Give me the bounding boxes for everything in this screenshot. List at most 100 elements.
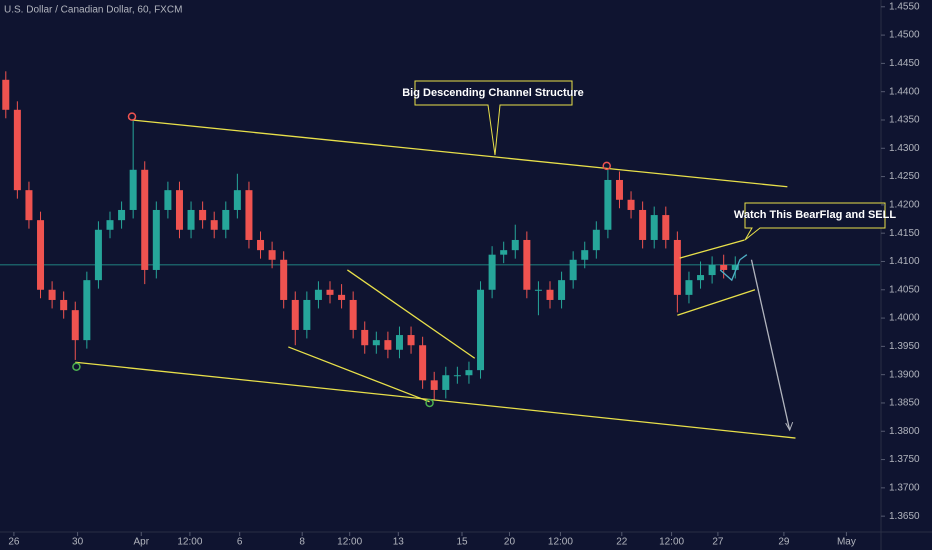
candle-body: [326, 289, 334, 295]
y-tick-label: 1.4000: [889, 313, 920, 324]
x-tick-label: 13: [393, 537, 405, 548]
candle-body: [500, 250, 508, 255]
x-tick-label: 30: [72, 537, 84, 548]
candle-body: [71, 310, 79, 341]
candle-body: [48, 289, 56, 300]
candle-body: [581, 250, 589, 260]
trend-line: [719, 254, 748, 282]
candle-body: [708, 264, 716, 276]
candle-body: [442, 375, 450, 390]
y-tick-label: 1.4100: [889, 256, 920, 267]
candle-body: [685, 280, 693, 295]
candle-body: [83, 280, 91, 341]
x-tick-label: 26: [8, 537, 20, 548]
marks: [0, 71, 880, 439]
candle-body: [361, 329, 369, 346]
candle-body: [534, 289, 542, 291]
candle-body: [141, 169, 149, 270]
trend-line: [131, 119, 788, 188]
candle-body: [592, 229, 600, 251]
callout-channel: Big Descending Channel Structure: [402, 80, 584, 156]
y-tick-label: 1.3700: [889, 482, 920, 493]
candle-body: [187, 209, 195, 230]
x-tick-label: 12:00: [337, 537, 362, 548]
candle-body: [569, 259, 577, 281]
candle-body: [384, 340, 392, 350]
pivot-marker: [425, 398, 434, 408]
pivot-marker: [127, 112, 137, 121]
candle-body: [488, 254, 496, 290]
x-tick-label: 8: [299, 537, 305, 548]
candle-body: [395, 335, 403, 350]
candle-body: [303, 299, 311, 330]
x-tick-label: 12:00: [548, 537, 573, 548]
y-tick-label: 1.3850: [889, 398, 920, 409]
candle-body: [465, 370, 473, 376]
candle-body: [372, 340, 380, 346]
x-tick-label: 6: [237, 537, 243, 548]
candle-body: [615, 179, 623, 200]
candle-body: [129, 169, 137, 210]
trend-line: [677, 289, 756, 316]
candle-body: [639, 209, 647, 240]
candle-body: [546, 289, 554, 300]
candle-body: [25, 190, 33, 221]
candle-body: [94, 229, 102, 281]
candle-body: [118, 209, 126, 221]
trend-line: [750, 259, 791, 431]
x-tick-label: May: [837, 537, 856, 548]
candle-body: [152, 209, 160, 270]
callout-box: [414, 80, 573, 156]
candle-body: [697, 275, 705, 281]
candle-body: [338, 294, 346, 300]
candle-body: [627, 199, 635, 210]
candle-body: [280, 259, 288, 300]
y-tick-label: 1.3750: [889, 454, 920, 465]
candle-body: [720, 264, 728, 270]
trend-line: [75, 361, 796, 439]
pivot-marker: [72, 362, 81, 371]
y-tick-label: 1.3950: [889, 341, 920, 352]
candle-body: [233, 190, 241, 210]
candle-body: [199, 209, 207, 221]
candle-body: [314, 289, 322, 300]
candle-body: [106, 220, 114, 230]
trend-line: [346, 269, 476, 359]
x-tick-label: 15: [456, 537, 468, 548]
trend-line: [288, 346, 430, 403]
y-tick-label: 1.3650: [889, 511, 920, 522]
y-tick-label: 1.4350: [889, 115, 920, 126]
candle-body: [175, 190, 183, 230]
candle-body: [37, 220, 45, 290]
candle-body: [662, 215, 670, 240]
callout-flag: Watch This BearFlag and SELL: [734, 202, 896, 241]
candle-body: [222, 209, 230, 230]
y-tick-label: 1.3800: [889, 426, 920, 437]
candle-body: [257, 239, 265, 251]
x-tick-label: 20: [504, 537, 516, 548]
candle-body: [349, 299, 357, 330]
candle-body: [511, 239, 519, 251]
candle-body: [650, 215, 658, 240]
y-tick-label: 1.4150: [889, 228, 920, 239]
y-tick-label: 1.4050: [889, 284, 920, 295]
y-tick-label: 1.4300: [889, 143, 920, 154]
callout-box: [744, 202, 886, 241]
candle-body: [731, 264, 739, 270]
candle-body: [291, 299, 299, 330]
candle-body: [523, 239, 531, 290]
chart-title: U.S. Dollar / Canadian Dollar, 60, FXCM: [4, 5, 182, 16]
y-tick-label: 1.4400: [889, 86, 920, 97]
candle-body: [477, 289, 485, 371]
candle-body: [558, 280, 566, 300]
callout-text: Watch This BearFlag and SELL: [734, 209, 896, 221]
callout-text: Big Descending Channel Structure: [402, 87, 584, 99]
y-tick-label: 1.3900: [889, 369, 920, 380]
pivot-marker: [602, 161, 611, 171]
candle-body: [245, 190, 253, 240]
candle-body: [430, 380, 438, 390]
candle-body: [673, 239, 681, 295]
candle-body: [2, 79, 10, 110]
